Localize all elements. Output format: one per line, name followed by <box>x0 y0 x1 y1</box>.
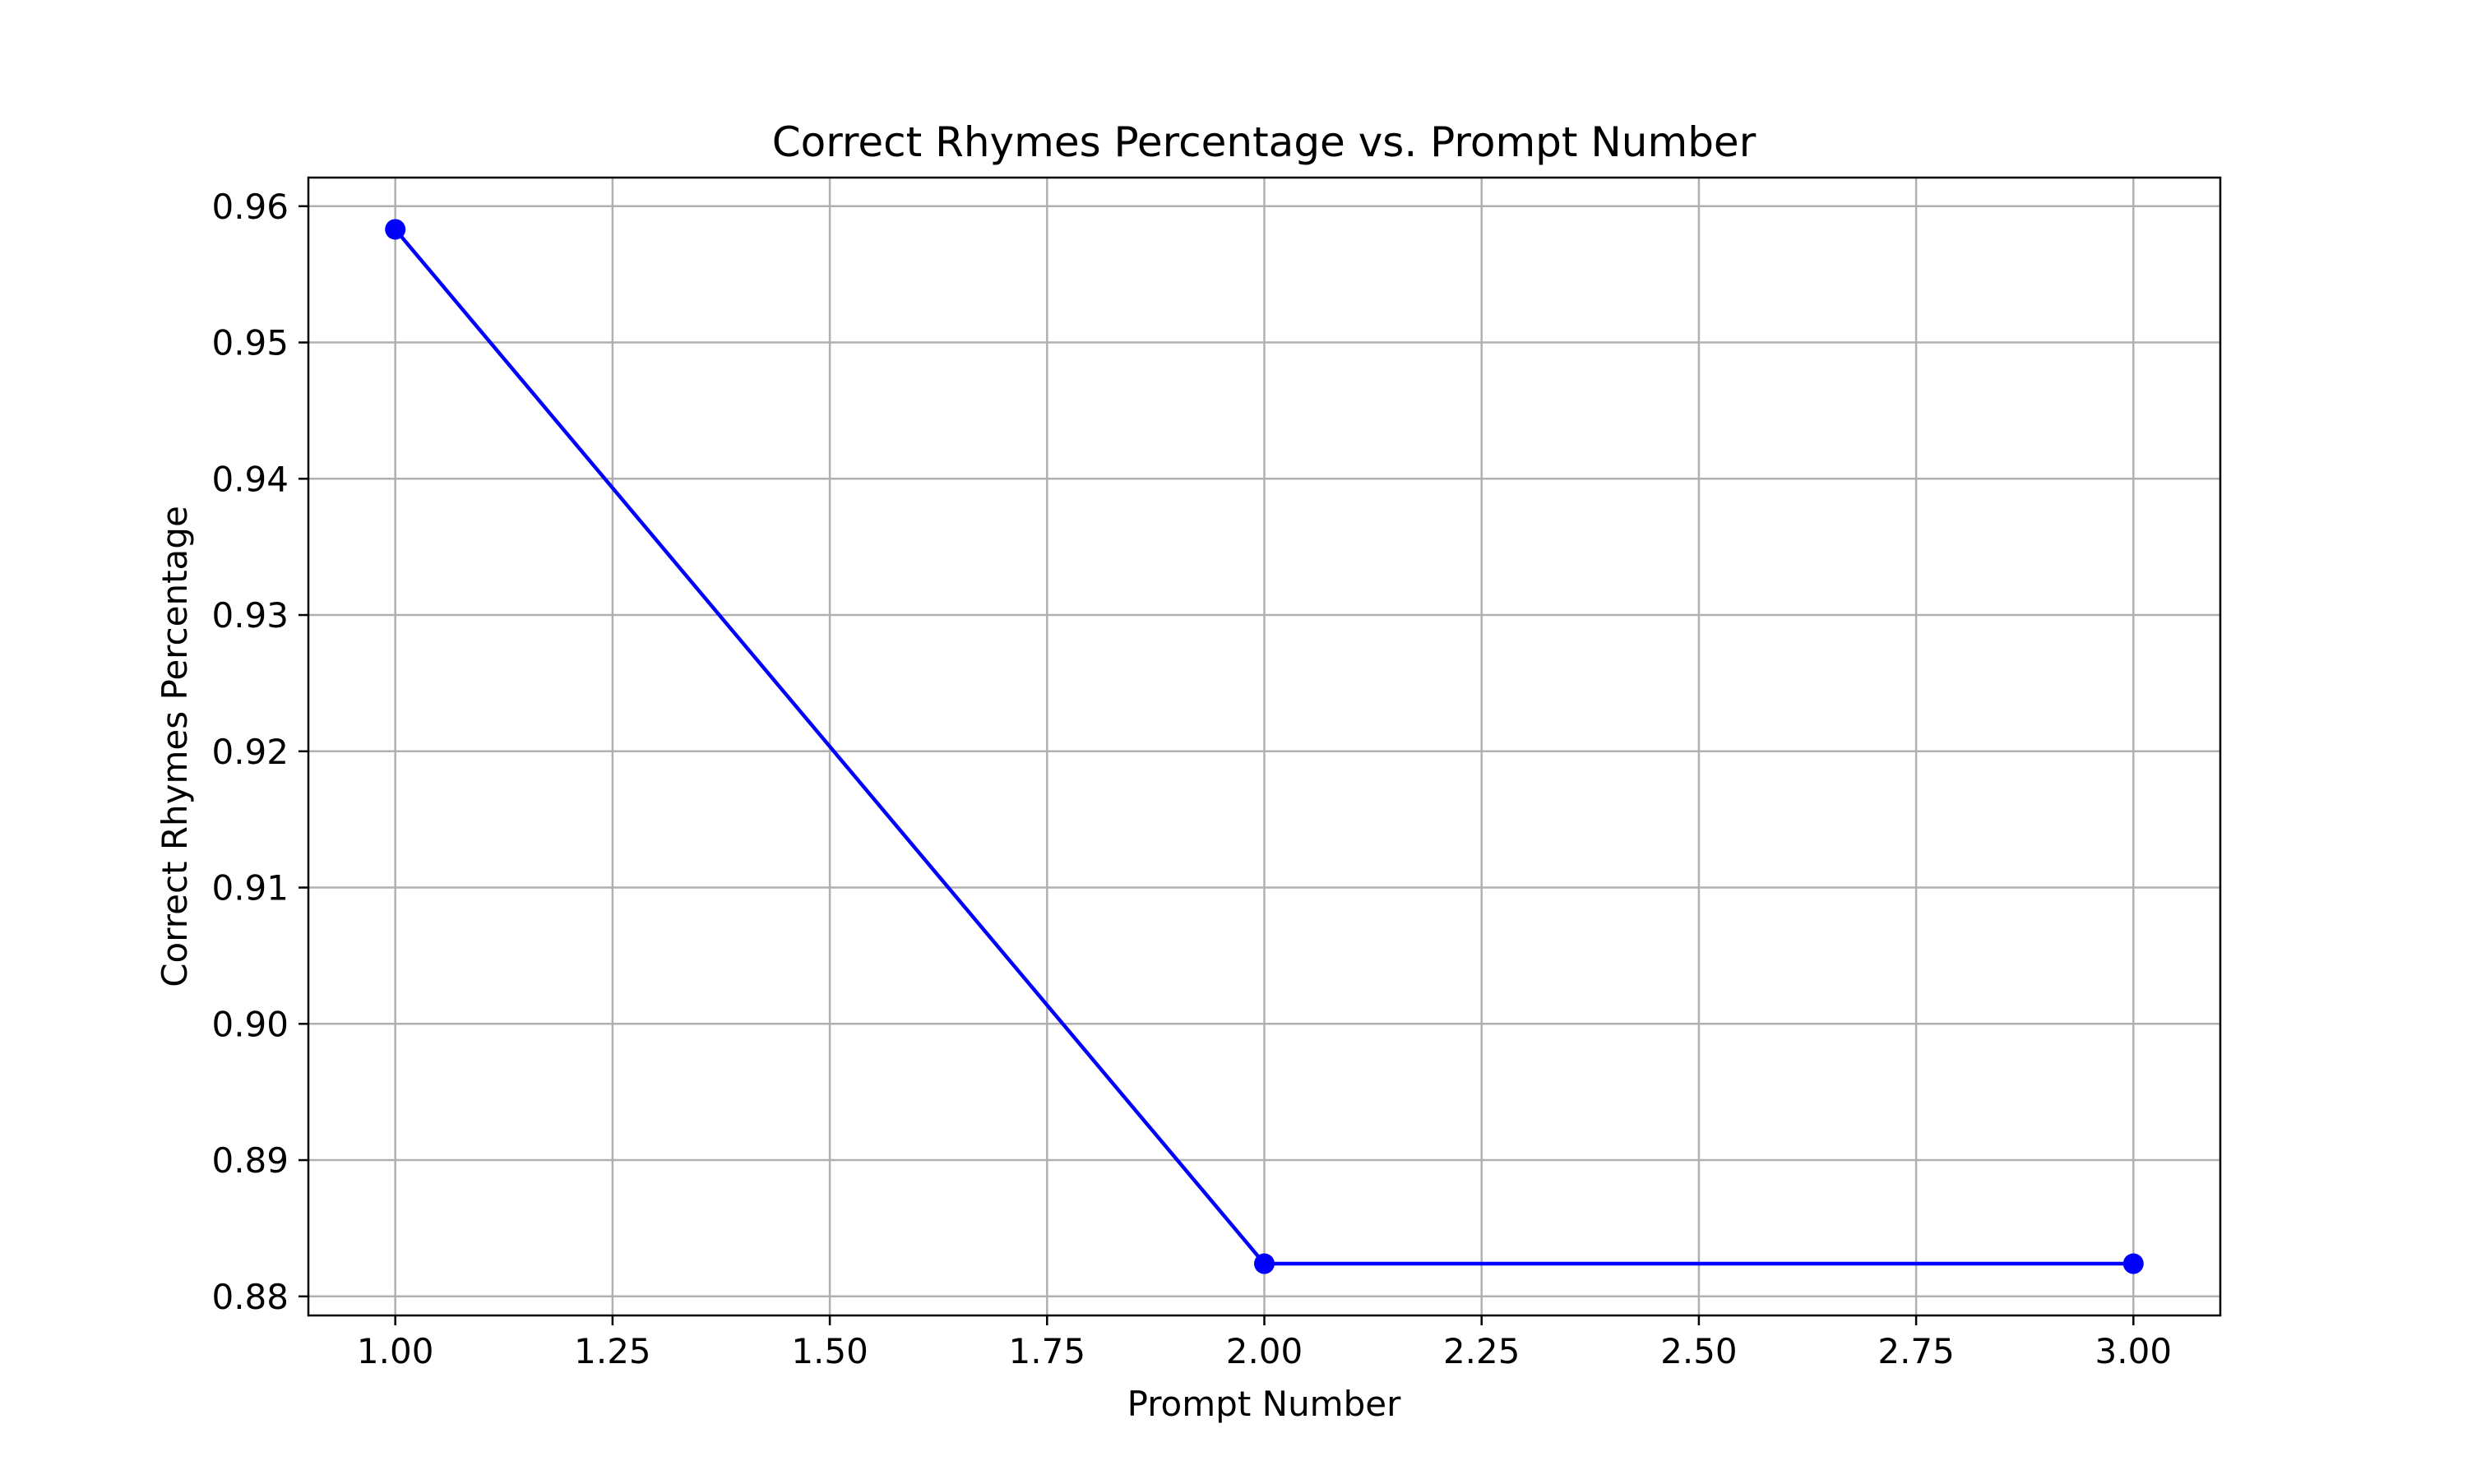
x-axis-label: Prompt Number <box>1127 1384 1401 1424</box>
x-tick-label: 2.00 <box>1226 1331 1303 1371</box>
x-tick-label: 1.75 <box>1009 1331 1086 1371</box>
x-axis: 1.00 1.25 1.50 1.75 2.00 2.25 2.50 2.75 3.00 <box>357 1315 2172 1371</box>
chart-title: Correct Rhymes Percentage vs. Prompt Num… <box>772 118 1757 166</box>
x-tick-label: 2.25 <box>1443 1331 1520 1371</box>
data-point <box>2122 1253 2144 1274</box>
x-tick-label: 1.00 <box>357 1331 434 1371</box>
y-tick-label: 0.95 <box>211 323 289 363</box>
x-tick-label: 2.75 <box>1877 1331 1955 1371</box>
y-tick-label: 0.96 <box>211 187 289 227</box>
x-tick-label: 3.00 <box>2095 1331 2173 1371</box>
y-tick-label: 0.88 <box>211 1277 289 1317</box>
y-tick-label: 0.91 <box>211 868 289 908</box>
y-tick-label: 0.92 <box>211 732 289 772</box>
data-point <box>1254 1253 1275 1274</box>
x-tick-label: 1.50 <box>791 1331 868 1371</box>
grid <box>308 178 2220 1315</box>
y-tick-label: 0.94 <box>211 459 289 499</box>
y-tick-label: 0.89 <box>211 1140 289 1181</box>
y-axis: 0.88 0.89 0.90 0.91 0.92 0.93 0.94 0.95 0.96 <box>211 187 308 1317</box>
y-axis-label: Correct Rhymes Percentage <box>155 506 195 987</box>
x-tick-label: 1.25 <box>574 1331 651 1371</box>
data-point <box>385 219 406 240</box>
series-layer <box>385 219 2144 1274</box>
y-tick-label: 0.93 <box>211 595 289 636</box>
x-tick-label: 2.50 <box>1660 1331 1738 1371</box>
y-tick-label: 0.90 <box>211 1004 289 1044</box>
